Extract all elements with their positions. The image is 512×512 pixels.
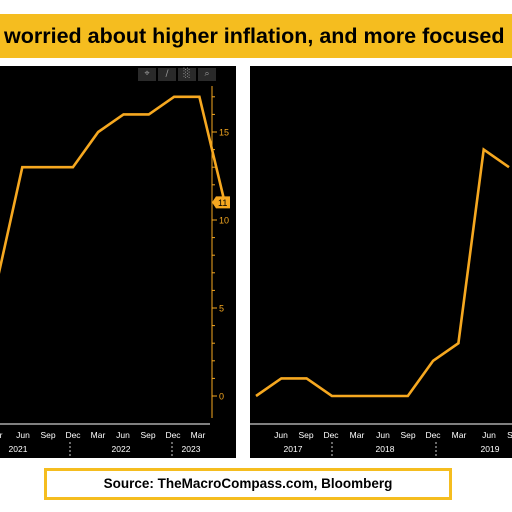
left-chart-panel: 0 5 10 15 11 r Jun Sep Dec Mar Jun Sep Dec Mar 2021 202… xyxy=(0,66,236,458)
right-chart-panel: Jun Sep Dec Mar Jun Sep Dec Mar Jun S 2017 2018 2019 xyxy=(250,66,512,458)
headline-text: worried about higher inflation, and more… xyxy=(4,24,505,48)
chart-icon[interactable]: ░ xyxy=(178,68,196,81)
x-tick-label: Sep xyxy=(40,430,55,440)
y-tick-label: 15 xyxy=(219,128,229,138)
x-tick-label: Mar xyxy=(191,430,206,440)
last-value-badge xyxy=(212,196,230,209)
x-tick-label: Jun xyxy=(274,430,288,440)
x-tick-label: Jun xyxy=(116,430,130,440)
headline-banner: worried about higher inflation, and more… xyxy=(0,14,512,58)
x-year-label: 2017 xyxy=(284,444,303,454)
series-line xyxy=(0,95,226,275)
last-value-label: 11 xyxy=(218,198,227,208)
x-year-label: 2021 xyxy=(9,444,28,454)
crosshair-icon[interactable]: ⌖ xyxy=(138,68,156,81)
x-tick-label: Jun xyxy=(376,430,390,440)
x-tick-label: Sep xyxy=(140,430,155,440)
x-tick-label: Mar xyxy=(452,430,467,440)
x-tick-label: Jun xyxy=(482,430,496,440)
x-tick-label: Sep xyxy=(298,430,313,440)
x-tick-label: S xyxy=(507,430,512,440)
right-line-chart: Jun Sep Dec Mar Jun Sep Dec Mar Jun S 2017 2018 2019 xyxy=(250,147,512,456)
x-tick-label: Dec xyxy=(323,430,339,440)
x-year-label: 2018 xyxy=(376,444,395,454)
x-tick-label: Dec xyxy=(165,430,181,440)
y-tick-label: 10 xyxy=(219,216,229,226)
zoom-icon[interactable]: ⌕ xyxy=(198,68,216,81)
chart-toolbar: ⌖ ∕ ░ ⌕ xyxy=(138,68,216,82)
y-tick-label: 0 xyxy=(219,392,224,402)
x-tick-label: Sep xyxy=(400,430,415,440)
x-year-label: 2022 xyxy=(112,444,131,454)
x-tick-label: Mar xyxy=(350,430,365,440)
x-year-label: 2019 xyxy=(481,444,500,454)
x-tick-label: Dec xyxy=(425,430,441,440)
x-year-label: 2023 xyxy=(182,444,201,454)
x-tick-label: Mar xyxy=(91,430,106,440)
x-tick-label: r xyxy=(0,430,3,440)
series-line xyxy=(255,147,510,398)
pencil-icon[interactable]: ∕ xyxy=(158,68,176,81)
left-line-chart: 0 5 10 15 11 r Jun Sep Dec Mar Jun Sep Dec Mar 2021 202… xyxy=(0,86,230,456)
y-tick-label: 5 xyxy=(219,304,224,314)
x-tick-label: Dec xyxy=(65,430,81,440)
source-caption: Source: TheMacroCompass.com, Bloomberg xyxy=(44,468,452,500)
x-tick-label: Jun xyxy=(16,430,30,440)
